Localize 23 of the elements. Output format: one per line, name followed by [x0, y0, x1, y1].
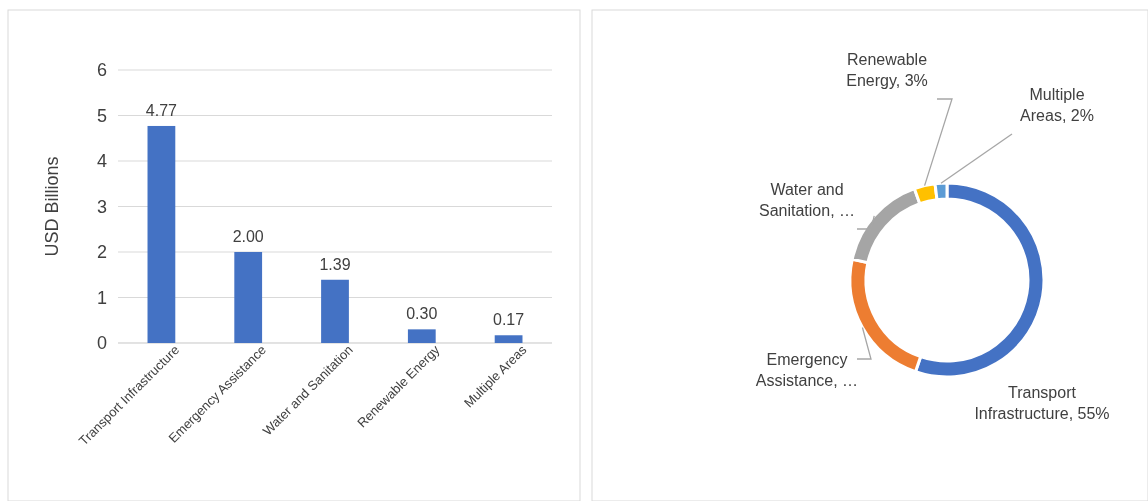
data-label: 0.17 [493, 311, 525, 329]
slice-label: Transport Infrastructure, 55% [974, 384, 1110, 422]
y-tick-label: 4 [96, 151, 107, 172]
y-tick-label: 0 [96, 333, 107, 354]
slice-label: Water and Sanitation, … [758, 181, 856, 219]
y-tick-label: 2 [96, 242, 107, 263]
data-label: 0.30 [406, 305, 438, 323]
bar [321, 279, 349, 343]
data-label: 2.00 [232, 228, 264, 245]
y-tick-label: 6 [96, 60, 107, 81]
y-tick-label: 1 [96, 287, 107, 308]
slice-label: Multiple Areas, 2% [1020, 86, 1094, 124]
y-tick-label: 5 [96, 105, 107, 126]
data-label: 1.39 [319, 255, 351, 273]
y-tick-label: 3 [96, 196, 107, 217]
slice-label: Emergency Assistance, … [755, 351, 859, 389]
bar [407, 329, 436, 343]
bar [147, 125, 176, 343]
data-label: 4.77 [145, 101, 178, 119]
y-axis-title: USD Billions [42, 156, 62, 257]
slice-label: Renewable Energy, 3% [846, 51, 928, 89]
bar [494, 335, 523, 343]
bar [234, 252, 263, 343]
